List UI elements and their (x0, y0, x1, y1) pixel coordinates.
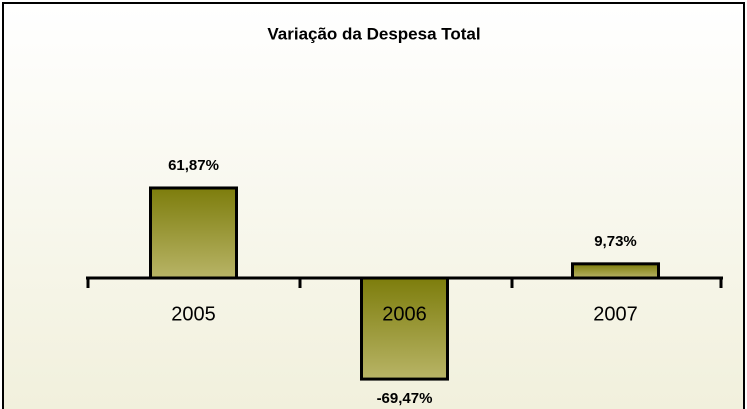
labels: 61,87% 2005 -69,47% 2006 9,73% 2007 (168, 157, 638, 407)
bar (149, 186, 238, 280)
bar (571, 262, 660, 280)
bar (360, 276, 449, 381)
x-tick-label: 2007 (593, 303, 638, 325)
data-label: -69,47% (377, 390, 433, 407)
axis (86, 276, 723, 288)
plot (149, 186, 660, 381)
data-label: 9,73% (594, 233, 637, 250)
x-tick-label: 2005 (171, 303, 216, 325)
chart-title: Variação da Despesa Total (267, 24, 480, 43)
x-tick-label: 2006 (382, 303, 427, 325)
data-label: 61,87% (168, 157, 219, 174)
